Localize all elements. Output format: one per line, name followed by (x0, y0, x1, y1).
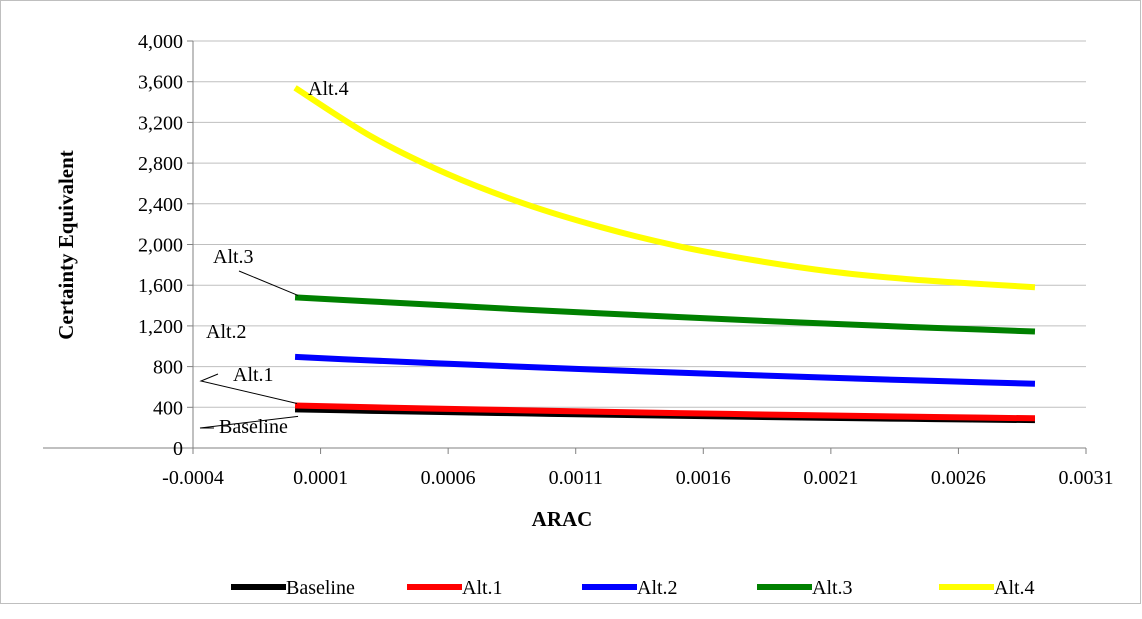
x-tick-label: 0.0016 (676, 467, 731, 489)
series-line-alt3 (294, 294, 1036, 335)
y-tick-label: 800 (153, 357, 183, 379)
y-tick-label: 400 (153, 397, 183, 419)
x-tick-label: 0.0026 (931, 467, 986, 489)
legend-label: Alt.3 (812, 577, 853, 599)
annotation-label: Baseline (219, 416, 288, 438)
x-tick-label: 0.0021 (803, 467, 858, 489)
y-tick-label: 2,400 (138, 194, 183, 216)
x-tick-label: 0.0011 (549, 467, 603, 489)
legend-label: Alt.4 (994, 577, 1035, 599)
annotation-leader (199, 373, 298, 404)
y-tick-label: 1,600 (138, 275, 183, 297)
tick-labels: 0 400 800 1,200 1,600 2,000 2,400 2,800 3,200 3,6… (138, 31, 1114, 489)
series-line-alt2 (294, 353, 1036, 387)
axes (43, 40, 1087, 454)
y-tick-label: 0 (173, 438, 183, 460)
x-tick-label: 0.0031 (1059, 467, 1114, 489)
y-tick-label: 4,000 (138, 31, 183, 53)
legend-label: Alt.1 (462, 577, 503, 599)
x-axis-title: ARAC (532, 507, 593, 531)
y-axis-title: Certainty Equivalent (54, 150, 78, 340)
annotation-leader (238, 270, 299, 296)
annotation-label: Alt.1 (233, 364, 274, 386)
y-tick-label: 2,800 (138, 153, 183, 175)
y-tick-label: 2,000 (138, 235, 183, 257)
legend-label: Alt.2 (637, 577, 678, 599)
annotation-leader (199, 415, 299, 429)
annotations: Alt.4 Alt.3 Alt.2 Alt.1 Baseline (199, 78, 349, 438)
y-tick-label: 1,200 (138, 316, 183, 338)
x-tick-label: 0.0006 (421, 467, 476, 489)
chart-frame: 0 400 800 1,200 1,600 2,000 2,400 2,800 3,200 3,6… (0, 0, 1141, 604)
series-line-alt4 (293, 85, 1036, 291)
y-tick-label: 3,200 (138, 112, 183, 134)
annotation-label: Alt.3 (213, 246, 254, 268)
line-chart: 0 400 800 1,200 1,600 2,000 2,400 2,800 3,200 3,6… (43, 31, 1114, 599)
series-lines (293, 85, 1036, 424)
x-tick-label: 0.0001 (293, 467, 348, 489)
gridlines (193, 40, 1086, 408)
y-tick-label: 3,600 (138, 72, 183, 94)
series-line-alt1 (294, 402, 1036, 422)
legend-label: Baseline (286, 577, 355, 599)
legend: Baseline Alt.1 Alt.2 Alt.3 Alt.4 (231, 577, 1035, 599)
annotation-label: Alt.4 (308, 78, 349, 100)
x-tick-label: -0.0004 (162, 467, 224, 489)
annotation-label: Alt.2 (206, 321, 247, 343)
